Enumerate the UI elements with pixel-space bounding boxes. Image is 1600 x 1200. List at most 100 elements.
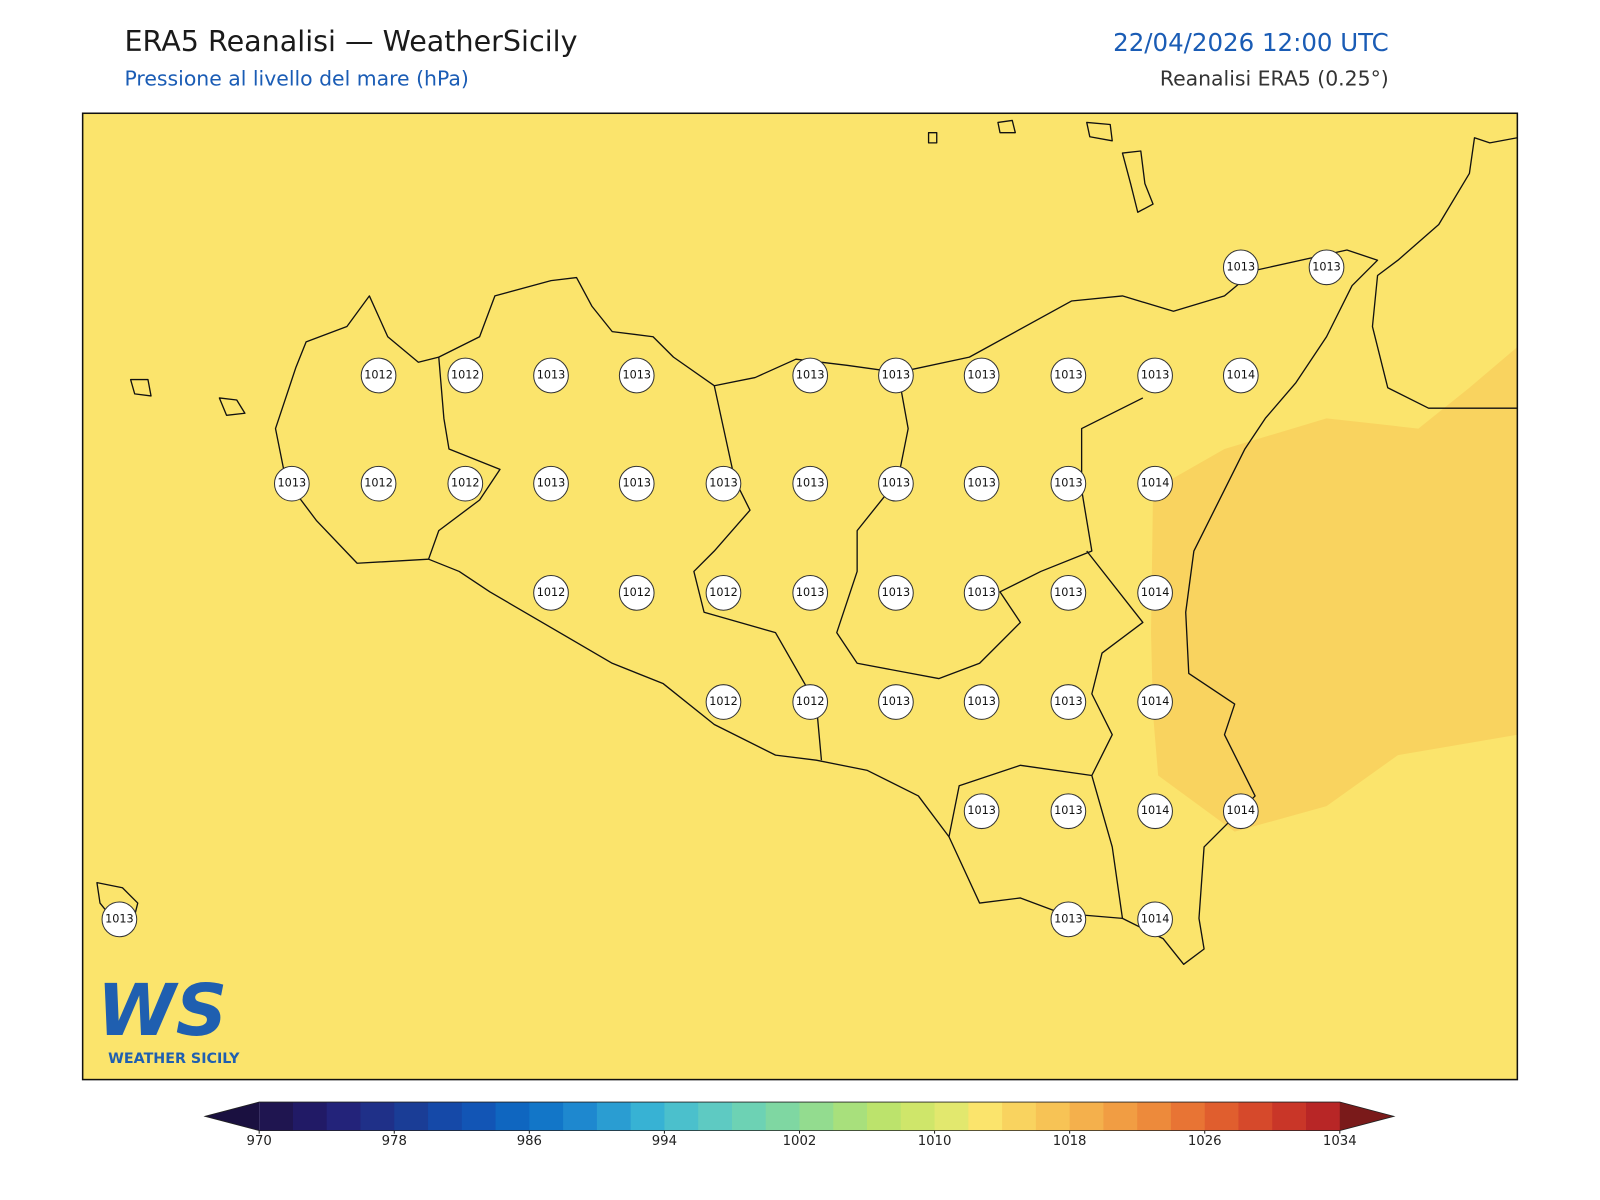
colorbar-segment	[394, 1102, 429, 1131]
station-marker	[360, 357, 397, 394]
station-marker	[533, 575, 569, 611]
colorbar-tick-label: 1010	[918, 1134, 952, 1149]
station-value: 1013	[709, 477, 738, 490]
station-marker	[533, 357, 569, 394]
station-value: 1013	[1054, 912, 1083, 925]
colorbar-segment	[1238, 1102, 1273, 1131]
colorbar-tick-label: 994	[652, 1134, 677, 1149]
station-marker	[878, 465, 914, 502]
station-marker	[963, 357, 1000, 394]
station-marker	[273, 465, 310, 502]
station-marker	[1050, 684, 1087, 720]
station-value: 1013	[1054, 695, 1083, 708]
station-value: 1014	[1141, 477, 1170, 490]
station-marker	[963, 465, 1000, 502]
station-value: 1013	[967, 695, 996, 708]
station-marker	[1050, 901, 1087, 938]
colorbar-segment	[1306, 1102, 1341, 1131]
station-value: 1013	[622, 477, 651, 490]
station-marker	[1308, 249, 1345, 286]
colorbar-segment	[326, 1102, 362, 1131]
coastline-calabria	[1371, 137, 1518, 409]
colorbar-segment	[461, 1102, 497, 1131]
station-marker	[1222, 249, 1259, 286]
station-marker	[878, 357, 914, 394]
colorbar-segment	[1002, 1102, 1037, 1131]
province-borders	[427, 357, 1144, 919]
colorbar-segment	[664, 1102, 699, 1131]
colorbar-segment	[833, 1102, 868, 1131]
station-labels: 1013 1013 1012 1012 1013 1013 1013 1013 1013 1013…	[101, 249, 1345, 938]
station-marker	[447, 357, 484, 394]
station-value: 1013	[796, 477, 825, 490]
station-marker	[1137, 901, 1173, 938]
station-marker	[618, 465, 655, 502]
station-value: 1013	[1054, 804, 1083, 817]
colorbar-segment	[292, 1102, 328, 1131]
station-value: 1013	[882, 477, 911, 490]
colorbar-segment	[495, 1102, 530, 1131]
colorbar-segment	[428, 1102, 463, 1131]
station-marker	[705, 465, 742, 502]
station-marker	[792, 684, 829, 720]
map-frame	[81, 112, 1519, 1081]
station-value: 1013	[622, 369, 651, 382]
colorbar-segment	[867, 1102, 902, 1131]
station-value: 1012	[451, 369, 480, 382]
title: ERA5 Reanalisi — WeatherSicily	[124, 24, 577, 58]
station-value: 1013	[1054, 586, 1083, 599]
station-value: 1012	[364, 477, 393, 490]
station-value: 1013	[967, 369, 996, 382]
station-value: 1014	[1141, 804, 1170, 817]
station-value: 1014	[1227, 804, 1256, 817]
colorbar-segment	[731, 1102, 767, 1131]
colorbar-segment	[968, 1102, 1003, 1131]
colorbar-segment	[1103, 1102, 1138, 1131]
station-marker	[1137, 465, 1173, 502]
station-marker	[705, 575, 742, 611]
pressure-zone	[1151, 346, 1518, 832]
station-marker	[792, 575, 829, 611]
station-value: 1012	[796, 695, 825, 708]
station-value: 1013	[796, 369, 825, 382]
colorbar: 970 978 986 994 1002 1010 1018 1026 1034	[203, 1101, 1396, 1149]
station-value: 1013	[796, 586, 825, 599]
station-value: 1014	[1141, 912, 1170, 925]
colorbar-segment	[1069, 1102, 1104, 1131]
colorbar-segment	[259, 1102, 294, 1131]
coastline	[274, 249, 1379, 965]
logo: WS WEATHER SICILY	[97, 969, 240, 1067]
station-marker	[1222, 793, 1259, 830]
station-value: 1012	[622, 586, 651, 599]
station-value: 1013	[882, 586, 911, 599]
colorbar-segment	[630, 1102, 665, 1131]
station-marker	[963, 575, 1000, 611]
station-value: 1013	[882, 369, 911, 382]
station-value: 1013	[105, 912, 134, 925]
subtitle: Pressione al livello del mare (hPa)	[124, 67, 468, 91]
station-marker	[1050, 575, 1087, 611]
colorbar-tick-label: 1026	[1188, 1134, 1222, 1149]
colorbar-segment	[1170, 1102, 1206, 1131]
station-value: 1013	[278, 477, 307, 490]
station-marker	[533, 465, 569, 502]
station-value: 1012	[364, 369, 393, 382]
colorbar-tick-label: 986	[517, 1134, 542, 1149]
station-marker	[360, 465, 397, 502]
logo-name: WEATHER SICILY	[108, 1051, 240, 1067]
colorbar-over	[1339, 1102, 1394, 1131]
station-value: 1013	[1054, 477, 1083, 490]
station-value: 1013	[1141, 369, 1170, 382]
station-value: 1012	[709, 695, 738, 708]
station-marker	[1050, 357, 1087, 394]
map	[81, 112, 1519, 1081]
station-marker	[878, 684, 914, 720]
station-value: 1013	[967, 804, 996, 817]
station-value: 1012	[451, 477, 480, 490]
colorbar-segment	[529, 1102, 564, 1131]
islands	[96, 119, 1154, 925]
colorbar-segment	[799, 1102, 834, 1131]
station-marker	[1050, 465, 1087, 502]
colorbar-under	[205, 1102, 260, 1131]
